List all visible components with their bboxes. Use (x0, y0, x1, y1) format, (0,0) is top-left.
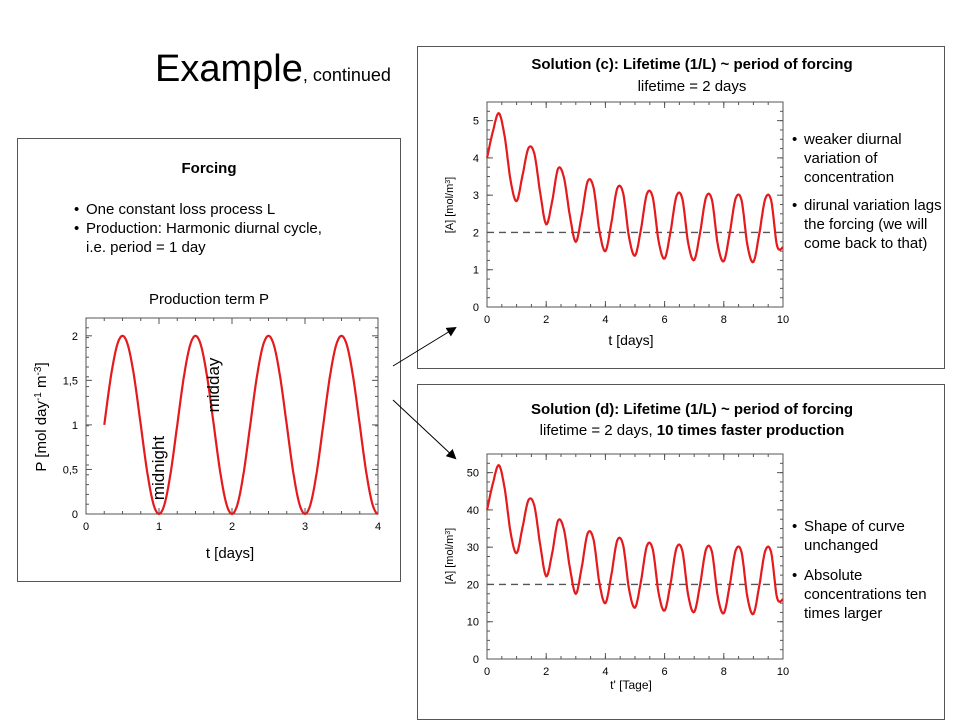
forcing-bullet-line: Production: Harmonic diurnal cycle, (86, 220, 322, 237)
series-line (485, 463, 784, 616)
annotation-midday: midday (204, 357, 223, 412)
y-tick-label: 0 (473, 302, 479, 314)
forcing-bullets: One constant loss process L Production: … (74, 200, 394, 257)
y-axis-label: [A] [mol/m3] (444, 528, 456, 584)
solution-d-subtitle: lifetime = 2 days, 10 times faster produ… (417, 422, 960, 439)
solution-c-chart: 0 2 4 6 8 10 0 1 2 3 4 5 t [days] [A] [mol/m3] (444, 101, 789, 348)
y-tick-label: 2 (473, 227, 479, 239)
x-tick-label: 0 (484, 314, 490, 326)
x-tick-label: 4 (375, 521, 381, 533)
solution-d-title: Solution (d): Lifetime (1/L) ~ period of… (530, 401, 854, 418)
x-tick-label: 2 (543, 314, 549, 326)
x-tick-label: 0 (484, 666, 490, 678)
y-tick-label: 1,5 (63, 375, 78, 387)
y-tick-label: 30 (467, 542, 479, 554)
arrow-to-solution-d (392, 399, 457, 460)
solution-c-note: weaker diurnal variation of concentratio… (792, 130, 944, 187)
solution-c-note: dirunal variation lags the forcing (we w… (792, 196, 944, 253)
x-tick-label: 4 (602, 314, 608, 326)
y-axis-label: [A] [mol/m3] (444, 177, 456, 233)
solution-d-subtitle-plain: lifetime = 2 days, (539, 422, 657, 439)
y-tick-label: 0 (473, 654, 479, 666)
series-line (485, 111, 784, 264)
x-tick-label: 3 (302, 521, 308, 533)
forcing-heading: Forcing (181, 160, 237, 177)
solution-d-note: Shape of curve unchanged (792, 517, 944, 555)
y-tick-label: 20 (467, 579, 479, 591)
x-tick-label: 6 (662, 314, 668, 326)
y-tick-label: 1 (473, 265, 479, 277)
annotation-midnight: midnight (149, 436, 168, 501)
solution-d-notes: Shape of curve unchanged Absolute concen… (792, 517, 944, 623)
x-axis-label: t [days] (206, 545, 254, 562)
production-chart: 0 1 2 3 4 0 0,5 1 1,5 2 t [days] P [mol day-1 m-3] m… (33, 317, 381, 562)
arrow-to-solution-c (392, 326, 457, 367)
slide-subtitle: , continued (302, 65, 391, 85)
solution-d-chart: 0 2 4 6 8 10 0 10 20 30 40 50 t' [Tage] [A] [mol/m3] (444, 453, 789, 692)
x-tick-label: 4 (602, 666, 608, 678)
x-tick-label: 10 (777, 314, 789, 326)
x-axis-label: t [days] (608, 332, 653, 348)
x-tick-label: 6 (662, 666, 668, 678)
forcing-bullet: Production: Harmonic diurnal cycle, i.e. … (74, 219, 394, 257)
solution-d-note: Absolute concentrations ten times larger (792, 566, 944, 623)
y-axis-label: P [mol day-1 m-3] (33, 362, 51, 471)
y-tick-label: 0,5 (63, 464, 78, 476)
forcing-bullet-line: i.e. period = 1 day (86, 239, 206, 256)
series-line (103, 334, 379, 516)
forcing-bullet: One constant loss process L (74, 200, 394, 219)
x-tick-label: 2 (543, 666, 549, 678)
y-tick-label: 0 (72, 509, 78, 521)
forcing-plot-title: Production term P (148, 291, 270, 308)
x-tick-label: 10 (777, 666, 789, 678)
solution-d-subtitle-bold: 10 times faster production (656, 422, 845, 439)
solution-c-subtitle: lifetime = 2 days (637, 78, 747, 95)
y-tick-label: 2 (72, 331, 78, 343)
x-tick-label: 0 (83, 521, 89, 533)
slide-title-text: Example (155, 48, 303, 90)
solution-c-notes: weaker diurnal variation of concentratio… (792, 130, 944, 253)
y-tick-label: 1 (72, 420, 78, 432)
x-tick-label: 8 (721, 666, 727, 678)
x-tick-label: 1 (156, 521, 162, 533)
x-tick-label: 8 (721, 314, 727, 326)
y-tick-label: 3 (473, 190, 479, 202)
y-tick-label: 50 (467, 468, 479, 480)
y-tick-label: 10 (467, 617, 479, 629)
slide-title: Example, continued (155, 48, 391, 91)
y-tick-label: 4 (473, 153, 479, 165)
x-axis-label: t' [Tage] (610, 678, 652, 692)
solution-c-title: Solution (c): Lifetime (1/L) ~ period of… (531, 56, 853, 73)
y-tick-label: 40 (467, 505, 479, 517)
y-tick-label: 5 (473, 116, 479, 128)
x-tick-label: 2 (229, 521, 235, 533)
